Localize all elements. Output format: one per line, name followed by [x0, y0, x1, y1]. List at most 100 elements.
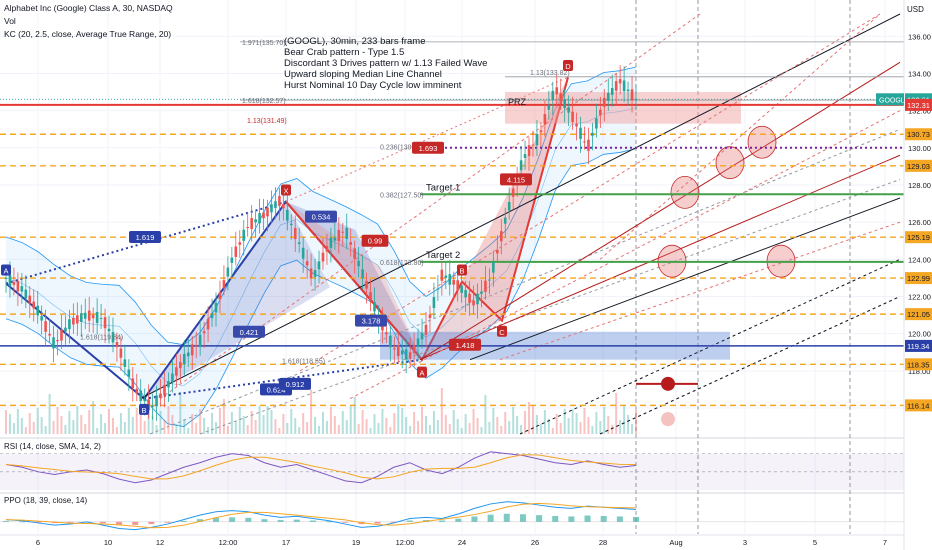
candle-body [385, 332, 388, 335]
price-candles [4, 65, 638, 421]
volume-bar [385, 418, 388, 434]
ppo-histogram-bar [455, 518, 462, 522]
time-axis[interactable]: 6 10 12 12:00 17 19 12:00 24 26 28 Aug 3 5 7 [0, 534, 904, 547]
candle-body [614, 81, 618, 91]
note-4: Upward sloping Median Line Channel [284, 69, 442, 80]
candle-body [321, 252, 325, 262]
volume-bar [230, 412, 233, 434]
volume-bar [373, 414, 376, 434]
candle-body [396, 345, 400, 357]
ratio-label: 0.99 [368, 237, 383, 246]
volume-bar [432, 411, 435, 434]
volume-bar [104, 423, 107, 434]
candle-body [373, 301, 376, 312]
ppo-histogram-bar [374, 521, 381, 524]
chart-title: Alphabet Inc (Google) Class A, 30, NASDA… [4, 3, 173, 13]
candle-body [539, 130, 543, 133]
candle-body [262, 212, 265, 219]
candle-body [305, 261, 309, 266]
candle-body [555, 87, 559, 95]
target-label: Target 1 [426, 182, 460, 193]
candle-body [563, 99, 566, 109]
volume-bar [444, 415, 447, 434]
price-axis-label: 132.31 [907, 101, 930, 110]
ppo-histogram-bar [293, 519, 300, 522]
ppo-histogram-bar [3, 520, 9, 522]
price-axis-badge [905, 358, 932, 371]
candle-body [610, 88, 614, 95]
candle-body [234, 246, 238, 257]
volume-bar [64, 425, 67, 434]
volume-bar [631, 424, 634, 434]
candle-body [131, 378, 135, 388]
volume-bar [531, 406, 534, 434]
volume-bar [599, 421, 602, 434]
candle-body [270, 204, 273, 213]
candle-body [583, 141, 586, 143]
candle-body [424, 324, 428, 335]
price-axis-badge [905, 339, 932, 352]
candle-body [258, 212, 261, 224]
point-badge [281, 184, 291, 196]
candle-body [472, 300, 475, 306]
ppo-histogram-bar [35, 521, 42, 523]
volume-bar [290, 409, 293, 434]
candle-body [428, 314, 432, 318]
volume-bar [448, 424, 451, 434]
volume-bar [579, 422, 582, 434]
time-tick-label: 3 [743, 538, 747, 547]
volume-bar [504, 412, 507, 434]
candle-body [218, 292, 222, 300]
ppo-histogram-bar [67, 521, 74, 523]
price-axis-badge [905, 399, 932, 412]
ppo-legend: PPO (18, 39, close, 14) [4, 496, 87, 505]
volume-bar [5, 410, 7, 434]
point-badge [563, 60, 573, 72]
volume-bar [12, 423, 15, 434]
ppo-pane[interactable]: PPO (18, 39, close, 14) 0.002.00 [0, 495, 923, 531]
rsi-sma-line [5, 454, 637, 480]
candle-body [286, 209, 289, 221]
fib-label: 1.618(119.84) [80, 335, 123, 342]
candle-body [464, 290, 467, 298]
volume-bar [476, 418, 479, 434]
ppo-histogram-bar [132, 521, 139, 525]
volume-bar [508, 421, 511, 434]
price-tick-label: 128.00 [908, 181, 931, 190]
price-axis-badge [905, 128, 932, 141]
candle-body [452, 279, 456, 285]
price-axis[interactable]: USD 116.00118.00120.00122.00124.00126.00… [876, 0, 932, 550]
volume-bar [163, 420, 166, 434]
volume-bar [76, 406, 79, 434]
ratio-badge [355, 314, 387, 327]
volume-bar [409, 426, 412, 434]
candle-body [254, 219, 257, 223]
candle-body [289, 223, 293, 226]
volume-bar [393, 413, 396, 434]
rsi-pane[interactable]: RSI (14, close, SMA, 14, 2) 40.0060.0080… [0, 441, 927, 490]
candle-body [551, 90, 555, 101]
candle-body [325, 246, 329, 252]
candle-body [76, 315, 79, 324]
price-axis-label: 116.14 [907, 401, 929, 410]
volume-bar [440, 388, 443, 434]
volume-bar [595, 412, 598, 434]
volume-bar [587, 417, 590, 434]
candle-body [198, 334, 202, 347]
median-line [419, 61, 901, 361]
fib-label: 1.13(133.82) [530, 70, 570, 77]
chart-header: Alphabet Inc (Google) Class A, 30, NASDA… [4, 3, 173, 39]
candle-body [155, 395, 158, 407]
price-axis-badge [905, 308, 932, 321]
volume-bar [159, 411, 162, 434]
candle-body [103, 317, 107, 329]
point-label: D [565, 62, 571, 71]
point-label: X [283, 187, 288, 196]
time-tick-label: 12:00 [219, 538, 238, 547]
candle-body [317, 261, 321, 270]
volume-bar [484, 395, 487, 434]
candle-body [341, 231, 345, 233]
candle-body [8, 275, 12, 287]
volume-bar [302, 413, 305, 434]
